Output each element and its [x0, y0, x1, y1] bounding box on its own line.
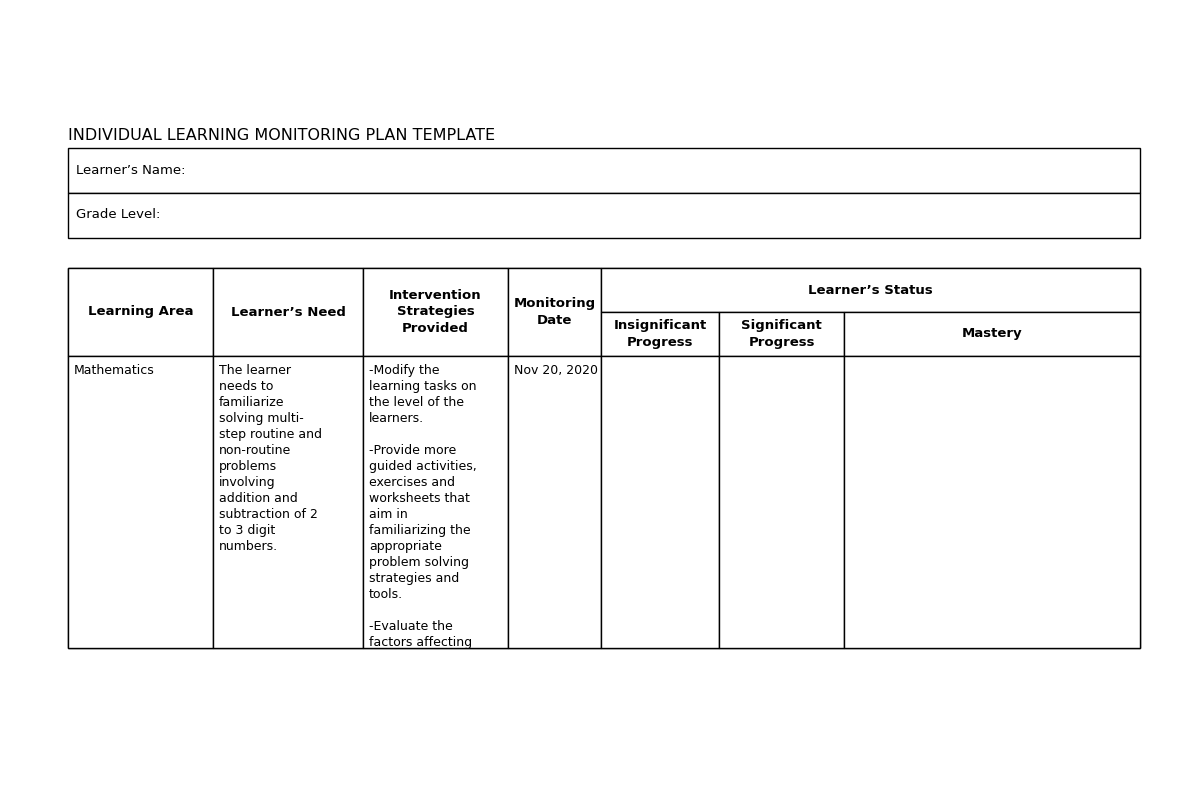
- Bar: [68, 193, 1140, 238]
- Text: Learner’s Name:: Learner’s Name:: [76, 163, 186, 177]
- Bar: [68, 268, 214, 356]
- Text: Nov 20, 2020: Nov 20, 2020: [514, 364, 598, 377]
- Text: The learner
needs to
familiarize
solving multi-
step routine and
non-routine
pro: The learner needs to familiarize solving…: [220, 364, 322, 553]
- Bar: [844, 312, 1140, 356]
- Bar: [364, 268, 508, 356]
- Text: Intervention
Strategies
Provided: Intervention Strategies Provided: [389, 289, 482, 335]
- Bar: [68, 268, 1140, 648]
- Bar: [214, 268, 364, 356]
- Text: INDIVIDUAL LEARNING MONITORING PLAN TEMPLATE: INDIVIDUAL LEARNING MONITORING PLAN TEMP…: [68, 128, 496, 143]
- Text: Insignificant
Progress: Insignificant Progress: [613, 319, 707, 349]
- Text: Significant
Progress: Significant Progress: [742, 319, 822, 349]
- Bar: [508, 356, 601, 648]
- Bar: [719, 356, 844, 648]
- Text: Learning Area: Learning Area: [88, 305, 193, 319]
- Bar: [508, 268, 601, 356]
- Text: Learner’s Status: Learner’s Status: [808, 283, 932, 297]
- Bar: [719, 312, 844, 356]
- Text: Monitoring
Date: Monitoring Date: [514, 298, 595, 327]
- Text: -Modify the
learning tasks on
the level of the
learners.

-Provide more
guided a: -Modify the learning tasks on the level …: [370, 364, 476, 649]
- Bar: [214, 356, 364, 648]
- Text: Mathematics: Mathematics: [74, 364, 155, 377]
- Bar: [601, 268, 1140, 312]
- Bar: [68, 148, 1140, 193]
- Text: Learner’s Need: Learner’s Need: [230, 305, 346, 319]
- Text: Grade Level:: Grade Level:: [76, 209, 161, 221]
- Bar: [601, 356, 719, 648]
- Bar: [68, 356, 214, 648]
- Bar: [601, 312, 719, 356]
- Bar: [844, 356, 1140, 648]
- Text: Mastery: Mastery: [961, 327, 1022, 341]
- Bar: [364, 356, 508, 648]
